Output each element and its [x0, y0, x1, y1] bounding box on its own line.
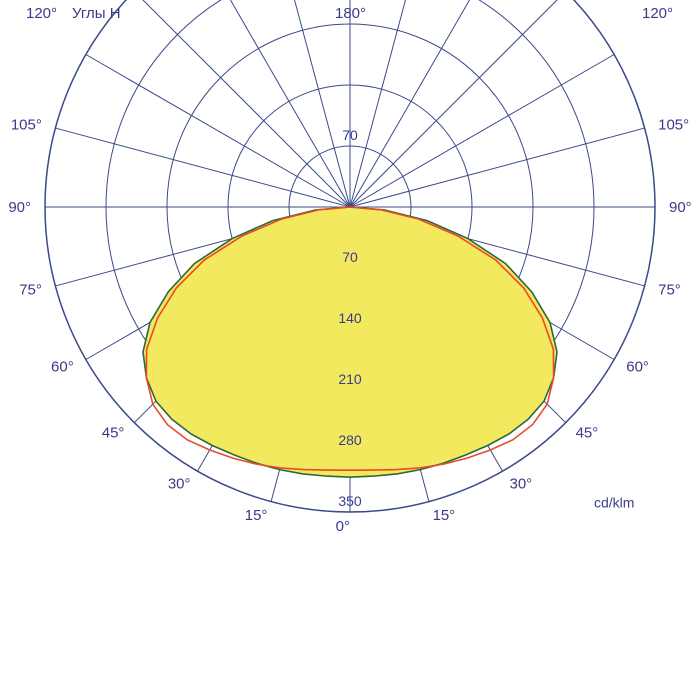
- angle-label-right-45: 45°: [576, 425, 599, 442]
- angle-label-right-15: 15°: [433, 507, 456, 524]
- angle-label-left-30: 30°: [168, 475, 191, 492]
- angle-label-left-105: 105°: [11, 116, 42, 133]
- angle-label-right-75: 75°: [658, 282, 681, 299]
- angle-label-left-60: 60°: [51, 359, 74, 376]
- angle-label-left-0: 0°: [336, 518, 350, 535]
- radial-label-140: 140: [338, 310, 362, 326]
- angle-label-top-right: 120°: [642, 5, 673, 22]
- radial-label-upper: 70: [342, 127, 358, 143]
- angle-label-right-105: 105°: [658, 116, 689, 133]
- polar-chart: 120° 180° 120° Углы H 105° 90° 75° 60° 45° 30° 15°…: [0, 0, 700, 700]
- angle-label-left-45: 45°: [102, 425, 125, 442]
- angle-label-right-60: 60°: [626, 359, 649, 376]
- radial-label-70: 70: [342, 249, 358, 265]
- angle-label-top-center: 180°: [335, 5, 366, 22]
- angle-label-left-90: 90°: [8, 199, 31, 216]
- angle-label-top-left: 120°: [26, 5, 57, 22]
- angle-label-right-90: 90°: [669, 199, 692, 216]
- angle-label-right-30: 30°: [510, 475, 533, 492]
- radial-label-210: 210: [338, 371, 362, 387]
- radial-label-280: 280: [338, 432, 362, 448]
- unit-label: cd/klm: [594, 494, 634, 510]
- radial-label-350: 350: [338, 493, 362, 509]
- angle-label-left-75: 75°: [19, 282, 42, 299]
- chart-title: Углы H: [72, 5, 121, 22]
- angle-label-left-15: 15°: [245, 507, 268, 524]
